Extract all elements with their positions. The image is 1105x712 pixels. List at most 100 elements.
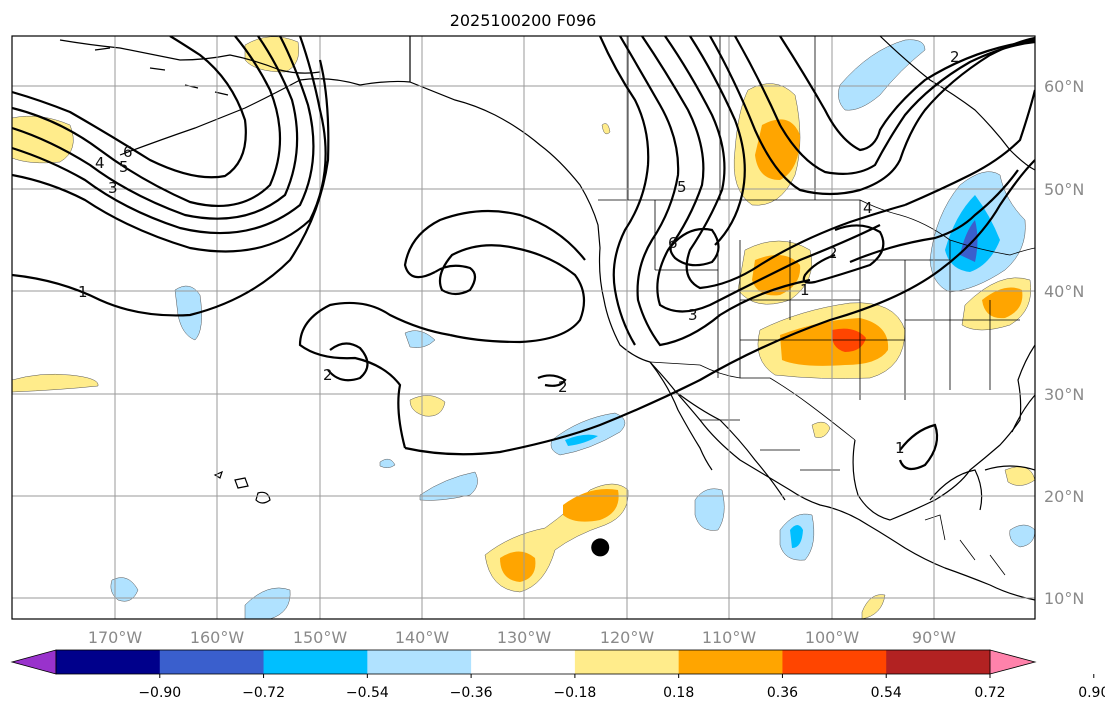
lat-label: 20°N (1044, 487, 1084, 506)
colorbar-tick-label: 0.18 (663, 685, 694, 701)
contour-line (12, 36, 247, 179)
border-us-mexico (649, 361, 856, 441)
contour-label: 5 (677, 178, 687, 196)
colorbar-upper-extension (989, 649, 1037, 675)
contour-line (641, 36, 881, 313)
contour-label: 5 (119, 158, 129, 176)
lat-label: 40°N (1044, 282, 1084, 301)
colorbar-segment (678, 650, 783, 674)
contour-line (734, 36, 1035, 175)
contour-label: 6 (123, 143, 133, 161)
lon-label: 100°W (805, 628, 860, 647)
contour-label: 2 (558, 378, 568, 396)
contour-line (12, 36, 282, 208)
anomaly-positive (861, 594, 886, 619)
colorbar-tick-label: −0.54 (346, 685, 389, 701)
contour-label: 3 (688, 306, 698, 324)
colorbar-segment (574, 650, 680, 674)
anomaly-positive-strong (563, 489, 619, 522)
anomaly-negative-strong (565, 434, 598, 446)
contour-label: 1 (78, 283, 88, 301)
contour-line (12, 36, 327, 253)
contour-label: 2 (323, 366, 333, 384)
anomaly-positive-strong (755, 119, 800, 180)
lon-label: 170°W (88, 628, 143, 647)
contour-label: 3 (108, 179, 118, 197)
colorbar-segment (367, 650, 472, 674)
coastline-gulf (852, 344, 1035, 521)
lat-label: 50°N (1044, 180, 1084, 199)
contour-line (904, 89, 1035, 207)
anomaly-positive (811, 421, 831, 438)
lon-label: 140°W (395, 628, 450, 647)
island-cuba (984, 465, 1035, 471)
contour-line (779, 36, 1035, 152)
contour-value-labels: 6 5 4 3 1 2 2 5 6 4 2 2 3 1 1 (78, 48, 960, 457)
contour-line (669, 227, 720, 267)
colorbar-tick-label: −0.36 (450, 685, 493, 701)
contour-label: 2 (828, 244, 838, 262)
contour-line (537, 374, 567, 387)
lon-label: 90°W (912, 628, 956, 647)
location-marker (591, 538, 610, 557)
lon-label: 120°W (600, 628, 655, 647)
contour-line (664, 36, 906, 290)
lat-label: 60°N (1044, 77, 1084, 96)
lon-label: 150°W (293, 628, 348, 647)
colorbar-segment (471, 650, 576, 674)
lon-label: 160°W (190, 628, 245, 647)
map-panel: 6 5 4 3 1 2 2 5 6 4 2 2 3 1 1 (12, 36, 1035, 619)
colorbar-segment (159, 650, 265, 674)
coastline-florida (1011, 394, 1035, 433)
coastline-baja (649, 361, 713, 471)
map-border (11, 35, 1036, 620)
gridlines (12, 36, 1035, 619)
contour-line (619, 36, 811, 347)
coastline-mexico-west (675, 391, 786, 501)
anomaly-negative-strong (790, 525, 803, 548)
contour-line (403, 209, 586, 279)
contour-line (689, 36, 746, 246)
lon-label: 110°W (702, 628, 757, 647)
anomaly-positive-strong (982, 287, 1023, 319)
island-chain (94, 47, 229, 96)
border-central-america (924, 514, 1006, 576)
contour-line (298, 301, 451, 449)
coastline-yucatan (929, 469, 983, 511)
anomaly-negative (694, 488, 725, 531)
anomaly-positive (12, 373, 99, 393)
colorbar-lower-extension (10, 649, 57, 675)
anomaly-negative (379, 458, 396, 468)
contour-label: 4 (863, 199, 873, 217)
anomaly-negative (174, 285, 202, 341)
contour-label: 6 (668, 234, 678, 252)
lat-label: 10°N (1044, 589, 1084, 608)
latitude-labels: 60°N 50°N 40°N 30°N 20°N 10°N (1044, 77, 1084, 608)
contour-label: 1 (800, 281, 810, 299)
coastline-hudson (879, 36, 1035, 171)
anomaly-negative (110, 577, 139, 602)
anomaly-negative (404, 330, 436, 348)
border-mexico-state (700, 419, 840, 471)
border-province (627, 36, 816, 200)
anomaly-negative (1009, 524, 1035, 548)
anomaly-positive (409, 395, 446, 417)
contour-line (12, 36, 315, 235)
anomaly-positive-strong (500, 551, 536, 582)
colorbar-segment (263, 650, 368, 674)
contour-line (434, 244, 586, 344)
contour-label: 1 (895, 439, 905, 457)
contour-lines (12, 36, 1035, 471)
colorbar: −0.90 −0.72 −0.54 −0.36 −0.18 0.18 0.36 0.54 0.7… (10, 649, 1105, 701)
contour-line (404, 159, 1035, 456)
anomaly-negative (419, 471, 478, 501)
contour-line (598, 36, 650, 346)
longitude-labels: 170°W 160°W 150°W 140°W 130°W 120°W 110°… (88, 628, 956, 647)
contour-line (898, 423, 939, 471)
contour-label: 2 (950, 48, 960, 66)
colorbar-tick-label: 0.36 (767, 685, 798, 701)
contour-line (327, 342, 369, 382)
colorbar-tick-label: −0.90 (138, 685, 181, 701)
map-title: 2025100200 F096 (450, 11, 597, 30)
